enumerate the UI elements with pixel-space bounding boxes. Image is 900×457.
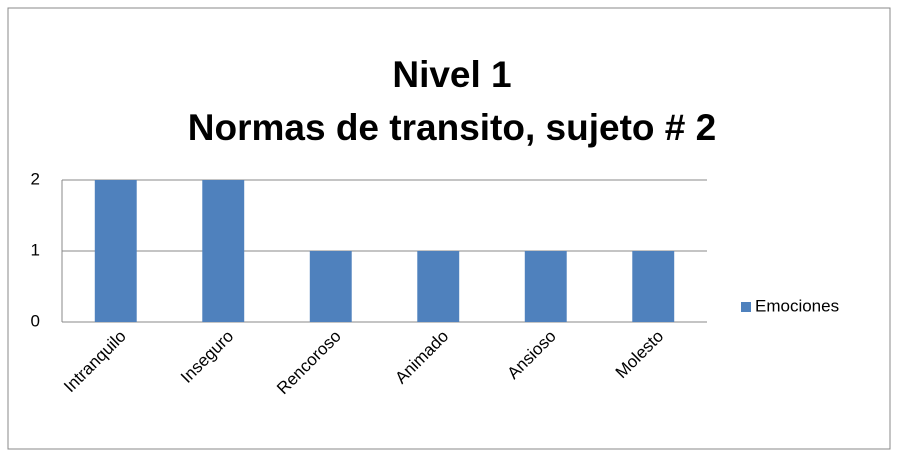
bar	[309, 251, 352, 322]
chart-border	[7, 7, 891, 450]
bar	[94, 180, 137, 322]
bar	[202, 180, 245, 322]
chart-subtitle: Normas de transito, sujeto # 2	[188, 107, 716, 148]
bar	[524, 251, 567, 322]
y-tick-label: 1	[31, 240, 40, 259]
legend-label: Emociones	[755, 296, 839, 315]
y-tick-label: 0	[31, 311, 40, 330]
bar	[632, 251, 675, 322]
y-tick-label: 2	[31, 169, 40, 188]
bar	[417, 251, 460, 322]
chart-title: Nivel 1	[392, 54, 511, 95]
legend-swatch	[741, 302, 751, 312]
